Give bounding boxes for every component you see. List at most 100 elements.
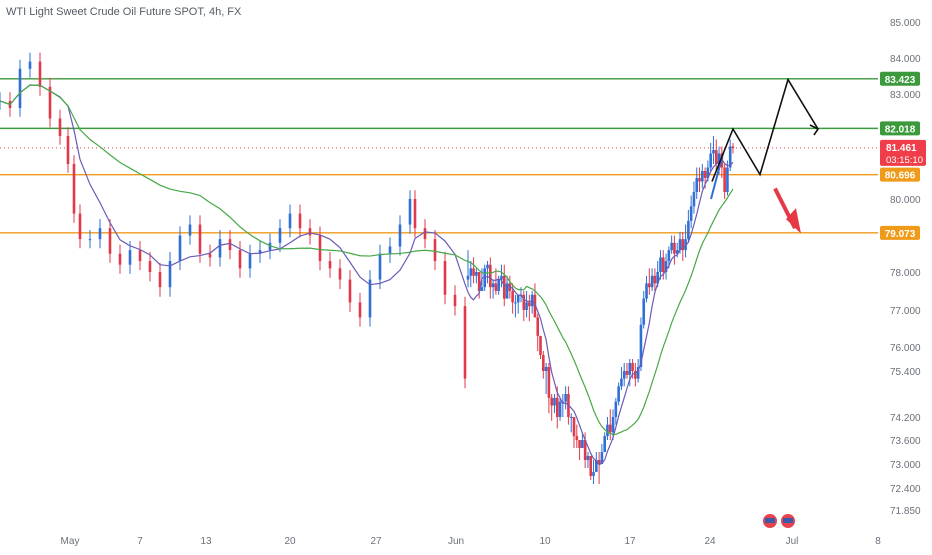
- candle-body: [128, 250, 132, 265]
- candle-body: [631, 363, 634, 371]
- candle-body: [98, 228, 102, 240]
- candle-body: [595, 460, 598, 472]
- candle-body: [268, 242, 272, 251]
- candle-body: [108, 228, 112, 254]
- candle-body: [673, 242, 676, 254]
- candle-body: [687, 220, 690, 240]
- ma-slow-line: [0, 84, 734, 436]
- candle-body: [675, 250, 679, 254]
- candle-body: [597, 460, 601, 464]
- countdown-label: 03:15:10: [886, 155, 923, 166]
- price-tick-label: 83.000: [890, 90, 921, 101]
- candle-body: [656, 272, 659, 284]
- candle-body: [511, 291, 514, 303]
- price-tag: [880, 225, 920, 240]
- candle-body: [28, 61, 32, 69]
- candle-body: [608, 424, 612, 433]
- candle-body: [328, 261, 332, 269]
- candle-body: [413, 199, 417, 229]
- candle-body: [603, 436, 606, 452]
- candle-body: [542, 355, 545, 371]
- candle-body: [38, 61, 42, 87]
- candle-body: [695, 178, 699, 192]
- chart-title: WTI Light Sweet Crude Oil Future SPOT, 4…: [6, 6, 242, 18]
- candle-body: [692, 192, 696, 207]
- candle-body: [522, 294, 526, 310]
- current-price-value: 81.461: [886, 143, 917, 154]
- candle-body: [670, 242, 673, 251]
- price-tick-label: 84.000: [890, 54, 921, 65]
- date-tick-label: 24: [704, 536, 716, 547]
- candle-body: [592, 472, 595, 476]
- candle-body: [66, 136, 70, 164]
- candle-body: [497, 279, 500, 291]
- candle-body: [148, 261, 152, 272]
- candle-body: [620, 378, 623, 387]
- candle-body: [564, 394, 567, 402]
- candle-body: [348, 279, 352, 303]
- candle-body: [58, 118, 62, 136]
- candle-body: [731, 146, 735, 148]
- current-price-tag: [880, 139, 926, 166]
- candle-body: [278, 228, 282, 243]
- candle-body: [528, 302, 531, 307]
- candle-body: [388, 246, 392, 254]
- candle-body: [494, 283, 498, 291]
- candle-body: [486, 264, 489, 269]
- candle-body: [288, 213, 292, 229]
- candle-body: [706, 167, 710, 178]
- candle-body: [639, 324, 643, 367]
- candle-body: [228, 239, 232, 251]
- date-tick-label: 27: [370, 536, 382, 547]
- bearish-arrow-head: [786, 208, 801, 234]
- date-tick-label: May: [61, 536, 80, 547]
- date-tick-label: 13: [200, 536, 212, 547]
- price-tick-label: 85.000: [890, 18, 921, 29]
- candle-body: [569, 417, 573, 418]
- price-tick-label: 75.400: [890, 367, 921, 378]
- candle-body: [709, 153, 712, 168]
- ma-fast-line: [0, 84, 734, 466]
- candle-body: [642, 298, 646, 325]
- price-tick-label: 80.000: [890, 195, 921, 206]
- date-tick-label: 7: [137, 536, 143, 547]
- candle-body: [525, 302, 528, 310]
- candle-body: [158, 272, 162, 288]
- candle-body: [318, 235, 322, 262]
- candle-body: [701, 171, 704, 182]
- candle-body: [653, 275, 657, 284]
- candle-body: [581, 440, 584, 448]
- candle-body: [684, 239, 687, 251]
- candle-body: [678, 239, 682, 251]
- candle-body: [589, 456, 593, 476]
- candle-body: [539, 335, 542, 355]
- candle-body: [606, 424, 609, 437]
- candle-body: [717, 153, 721, 164]
- price-tick-label: 77.000: [890, 306, 921, 317]
- candle-body: [469, 268, 473, 276]
- us-flag-icon-detail: [765, 518, 775, 523]
- candle-body: [178, 235, 182, 262]
- candle-body: [636, 367, 640, 379]
- candle-body: [472, 268, 475, 276]
- date-tick-label: Jul: [786, 536, 799, 547]
- candle-body: [500, 275, 503, 280]
- candle-body: [664, 261, 668, 272]
- candle-body: [575, 436, 579, 440]
- price-tick-label: 73.000: [890, 460, 921, 471]
- price-tag-label: 83.423: [885, 75, 916, 86]
- candle-body: [443, 261, 447, 295]
- candle-body: [258, 250, 262, 254]
- candle-body: [78, 213, 82, 240]
- price-tick-label: 72.400: [890, 484, 921, 495]
- us-flag-icon-detail: [783, 518, 793, 523]
- candle-body: [561, 401, 565, 403]
- date-tick-label: 20: [284, 536, 296, 547]
- candle-body: [423, 228, 427, 240]
- candle-body: [489, 264, 492, 288]
- projection-path: [711, 77, 819, 182]
- candle-body: [88, 239, 92, 241]
- candle-body: [555, 397, 559, 417]
